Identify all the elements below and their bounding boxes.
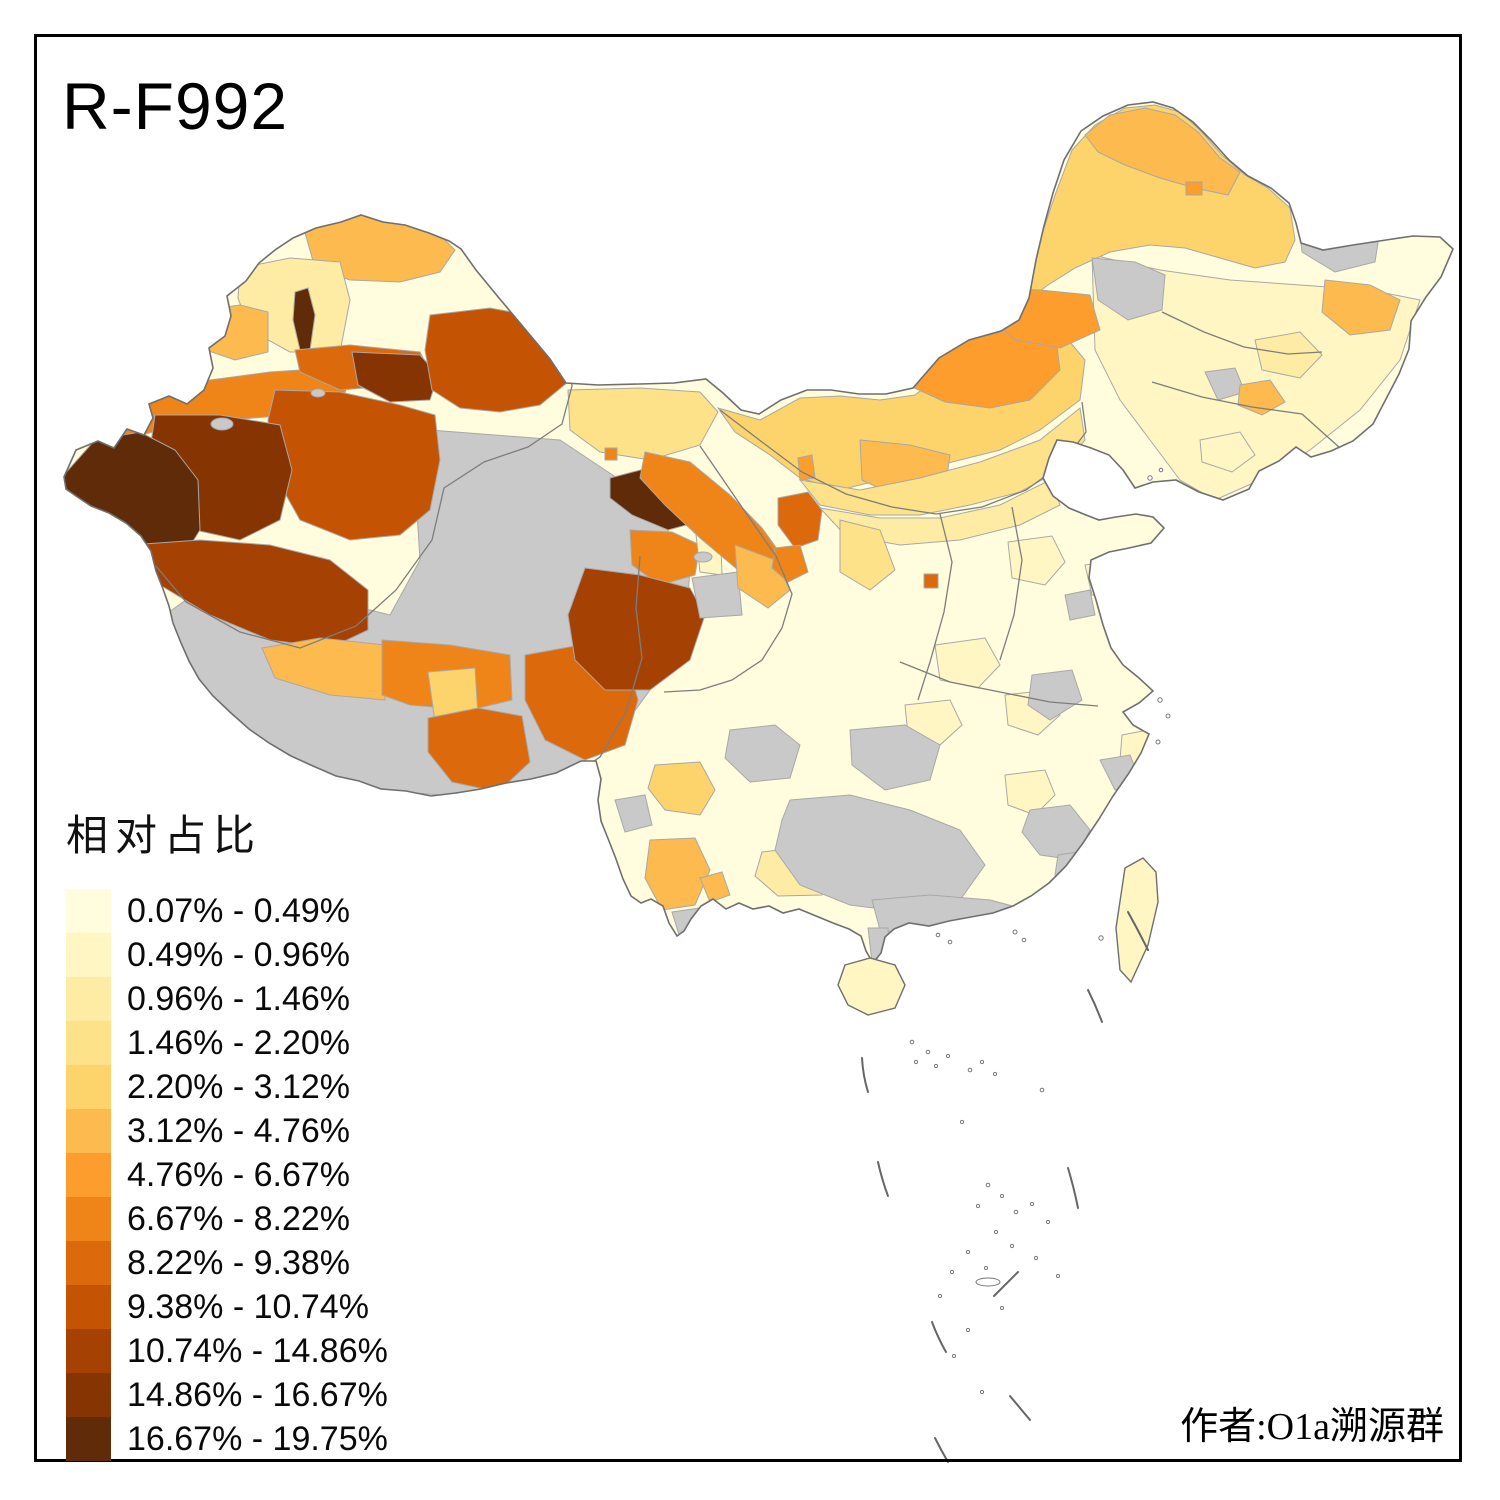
province-border (899, 661, 1099, 707)
legend-row: 4.76% - 6.67% (66, 1153, 388, 1197)
legend-row: 16.67% - 19.75% (66, 1417, 388, 1461)
legend-row: 14.86% - 16.67% (66, 1373, 388, 1417)
region-chamdo (427, 707, 531, 793)
legend-label: 6.67% - 8.22% (127, 1199, 351, 1238)
region-yulin-dot (923, 573, 939, 589)
lake-bosten (210, 417, 234, 431)
legend-row: 6.67% - 8.22% (66, 1197, 388, 1241)
legend-swatch (66, 1153, 111, 1197)
region-xining-nodata (691, 571, 743, 619)
legend-label: 14.86% - 16.67% (127, 1375, 388, 1414)
islet-large (975, 1277, 1001, 1287)
legend-label: 0.96% - 1.46% (127, 979, 351, 1018)
region-fukang-dark (351, 351, 439, 403)
province-border (917, 513, 953, 701)
legend-row: 0.49% - 0.96% (66, 933, 388, 977)
legend-row: 3.12% - 4.76% (66, 1109, 388, 1153)
island-taiwan (1115, 857, 1159, 984)
region-shaanbei (839, 519, 896, 591)
province-border (663, 445, 793, 693)
region-ningxia-dot (797, 454, 816, 481)
region-gansu-dot (604, 447, 618, 461)
legend-label: 0.49% - 0.96% (127, 935, 351, 974)
region-hami (424, 307, 569, 413)
region-ningxia-north (777, 491, 823, 549)
legend-row: 2.20% - 3.12% (66, 1065, 388, 1109)
legend-swatch (66, 933, 111, 977)
island-hainan (837, 957, 906, 1016)
region-henan-patch (934, 637, 1001, 689)
legend-swatch (66, 1197, 111, 1241)
south-china-sea-islets (909, 1039, 1061, 1395)
region-qinghai-dark (567, 567, 706, 691)
legend-swatch (66, 1241, 111, 1285)
china-outline (63, 101, 1454, 965)
legend-label: 10.74% - 14.86% (127, 1331, 388, 1370)
region-jilin-patch (1254, 331, 1323, 379)
region-qinghai-orange (629, 529, 701, 586)
legend: 相对占比 0.07% - 0.49% 0.49% - 0.96% 0.96% -… (66, 802, 388, 1461)
region-hulunbuir-dot (1185, 181, 1203, 196)
region-yunnan-south (644, 837, 711, 911)
region-hulunbuir-north (1084, 107, 1241, 196)
province-border (155, 331, 573, 649)
region-nagqu-west (261, 637, 386, 701)
legend-title: 相对占比 (66, 814, 263, 860)
legend-label: 4.76% - 6.67% (127, 1155, 351, 1194)
province-border (999, 506, 1023, 661)
region-jiangsu-nodata (1027, 669, 1083, 721)
legend-label: 3.12% - 4.76% (127, 1111, 351, 1150)
legend-swatch (66, 889, 111, 933)
legend-label: 1.46% - 2.20% (127, 1023, 351, 1062)
legend-swatch (66, 1021, 111, 1065)
lake-small (310, 388, 326, 398)
region-sichuan-nodata (724, 724, 801, 783)
region-heilongjiang-east (1321, 279, 1401, 336)
region-wuwei (734, 544, 791, 609)
province-border (1161, 311, 1323, 355)
region-qiqihar-nodata (1091, 257, 1166, 321)
legend-swatch (66, 1417, 111, 1461)
legend-label: 0.07% - 0.49% (127, 891, 351, 930)
region-hebei-nodata (1064, 589, 1096, 621)
region-hubei-west-nodata (849, 724, 941, 791)
legend-label: 9.38% - 10.74% (127, 1287, 369, 1326)
legend-row: 0.07% - 0.49% (66, 889, 388, 933)
region-dunhuang-band (567, 387, 719, 461)
legend-swatch (66, 1329, 111, 1373)
province-border (1151, 381, 1341, 449)
region-yunnan-nodata1 (614, 794, 653, 833)
region-jiangxi-patch (1004, 769, 1056, 816)
region-ningxia-south (771, 544, 809, 583)
legend-swatch (66, 1373, 111, 1417)
legend-label: 8.22% - 9.38% (127, 1243, 351, 1282)
legend-swatch (66, 1109, 111, 1153)
legend-rows: 0.07% - 0.49% 0.49% - 0.96% 0.96% - 1.46… (66, 889, 388, 1461)
legend-row: 8.22% - 9.38% (66, 1241, 388, 1285)
legend-swatch (66, 1285, 111, 1329)
map-title: R-F992 (62, 69, 289, 143)
region-hebei-patch (1007, 535, 1066, 586)
legend-swatch (66, 977, 111, 1021)
region-yunnan-north (647, 761, 716, 816)
coastal-islets (935, 467, 1171, 945)
legend-row: 10.74% - 14.86% (66, 1329, 388, 1373)
attribution-text: 作者:O1a溯源群 (1180, 1406, 1444, 1448)
legend-label: 16.67% - 19.75% (127, 1419, 388, 1458)
region-wenshan-patch (699, 871, 731, 903)
region-fujian-coast-patch (1071, 871, 1113, 916)
legend-label: 2.20% - 3.12% (127, 1067, 351, 1106)
legend-row: 0.96% - 1.46% (66, 977, 388, 1021)
region-leizhou-nodata (867, 927, 891, 963)
region-liaoning-patch (1199, 431, 1256, 473)
legend-row: 1.46% - 2.20% (66, 1021, 388, 1065)
lake-qinghai (693, 551, 713, 563)
province-border (571, 555, 643, 777)
legend-row: 9.38% - 10.74% (66, 1285, 388, 1329)
sea-boundary-dashes (861, 911, 1149, 1463)
legend-swatch (66, 1065, 111, 1109)
